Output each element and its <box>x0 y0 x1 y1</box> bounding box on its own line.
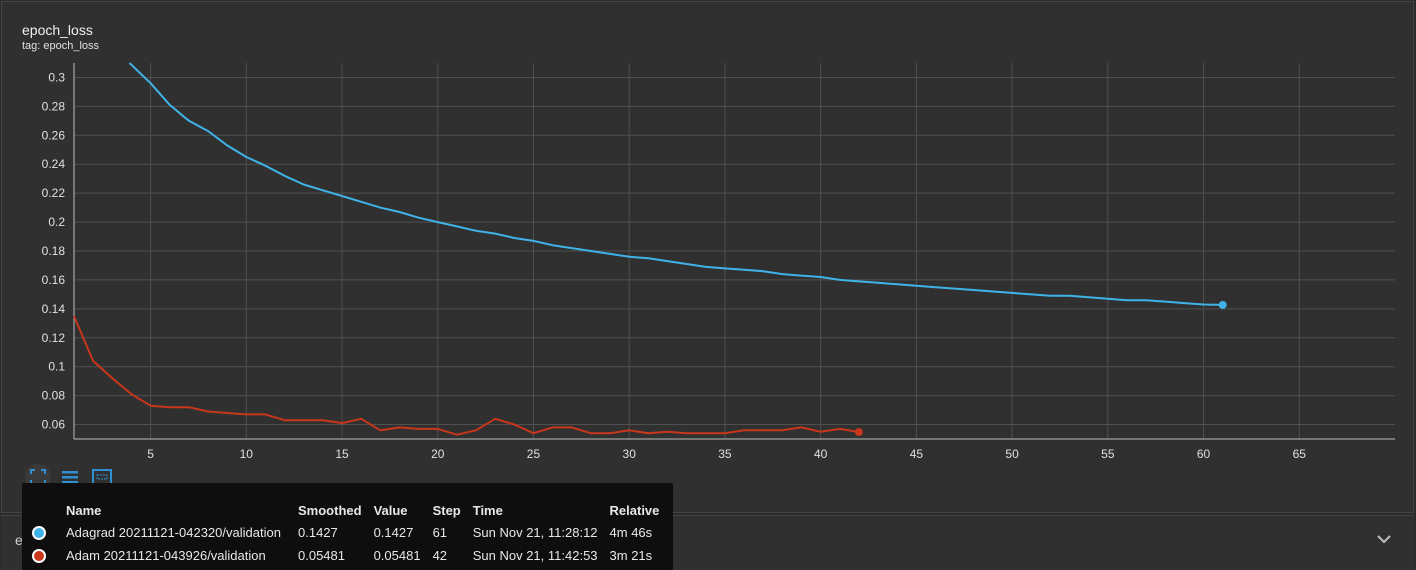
series-endpoint <box>854 428 863 437</box>
x-tick-label: 40 <box>814 447 828 461</box>
chevron-down-icon[interactable] <box>1376 531 1392 547</box>
series-color-dot <box>32 549 46 564</box>
chart-tooltip: Name Smoothed Value Step Time Relative A… <box>22 483 673 570</box>
y-tick-label: 0.28 <box>42 99 66 113</box>
tooltip-row: Adagrad 20211121-042320/validation 0.142… <box>32 521 671 544</box>
chart-tag: tag: epoch_loss <box>22 40 100 52</box>
y-tick-label: 0.1 <box>48 360 65 374</box>
fit-domain-icon <box>30 469 46 485</box>
y-tick-label: 0.24 <box>42 157 66 171</box>
y-tick-label: 0.22 <box>42 186 66 200</box>
tooltip-swatch <box>32 521 66 544</box>
tooltip-header-name: Name <box>66 502 102 518</box>
y-tick-label: 0.26 <box>42 128 66 142</box>
series-line <box>73 315 860 436</box>
tooltip-cell-step: 61 <box>432 525 448 540</box>
x-tick-label: 20 <box>431 447 445 461</box>
tooltip-header-row: Name Smoothed Value Step Time Relative <box>32 499 671 521</box>
series-line <box>128 62 1223 306</box>
tooltip-cell-step: 42 <box>432 548 448 563</box>
x-tick-label: 45 <box>910 447 924 461</box>
x-tick-label: 10 <box>240 447 254 461</box>
x-tick-label: 50 <box>1005 447 1019 461</box>
y-tick-label: 0.14 <box>42 302 66 316</box>
tooltip-cell-name: Adam 20211121-043926/validation <box>66 548 266 563</box>
x-tick-label: 5 <box>147 447 154 461</box>
tooltip-cell-time: Sun Nov 21, 11:28:12 <box>472 525 598 540</box>
tooltip-table: Name Smoothed Value Step Time Relative A… <box>32 499 671 567</box>
toggle-list-icon <box>62 471 78 484</box>
toggle-list-button[interactable] <box>57 464 83 490</box>
tooltip-cell-value: 0.05481 <box>373 548 421 563</box>
x-tick-label: 55 <box>1101 447 1115 461</box>
y-tick-label: 0.06 <box>42 418 66 432</box>
tooltip-cell-relative: 4m 46s <box>609 525 653 540</box>
chart-title: epoch_loss <box>22 22 93 38</box>
tooltip-cell-name: Adagrad 20211121-042320/validation <box>66 525 281 540</box>
x-tick-label: 35 <box>718 447 732 461</box>
tooltip-cell-relative: 3m 21s <box>609 548 653 563</box>
tooltip-header-relative: Relative <box>609 502 660 518</box>
series-endpoint <box>1218 300 1227 309</box>
tooltip-cell-smoothed: 0.1427 <box>298 525 338 540</box>
y-tick-label: 0.3 <box>48 70 65 84</box>
tooltip-cell-smoothed: 0.05481 <box>298 548 345 563</box>
tooltip-header-smoothed: Smoothed <box>298 502 362 518</box>
tooltip-cell-time: Sun Nov 21, 11:42:53 <box>472 548 598 563</box>
x-tick-label: 30 <box>623 447 637 461</box>
x-tick-label: 60 <box>1197 447 1211 461</box>
tooltip-header-value: Value <box>373 502 408 518</box>
x-tick-label: 25 <box>527 447 541 461</box>
x-tick-label: 15 <box>335 447 349 461</box>
y-tick-label: 0.12 <box>42 331 66 345</box>
y-tick-label: 0.16 <box>42 273 66 287</box>
x-tick-label: 65 <box>1293 447 1307 461</box>
tooltip-header-swatch <box>32 499 66 521</box>
series-color-dot <box>32 526 46 541</box>
chart-plot[interactable]: 0.06 0.08 0.1 0.12 0.14 0.16 0.18 0.2 0.22 0.24 0.… <box>2 2 1414 512</box>
tooltip-swatch <box>32 544 66 567</box>
tooltip-header-step: Step <box>432 502 461 518</box>
y-tick-label: 0.18 <box>42 244 66 258</box>
tooltip-row: Adam 20211121-043926/validation 0.05481 … <box>32 544 671 567</box>
tooltip-cell-value: 0.1427 <box>373 525 414 540</box>
y-tick-label: 0.08 <box>42 389 66 403</box>
y-tick-label: 0.2 <box>48 215 65 229</box>
tooltip-header-time: Time <box>472 502 503 518</box>
chart-card: epoch_loss tag: epoch_loss 0.06 0.08 0.1 0.… <box>1 1 1414 513</box>
